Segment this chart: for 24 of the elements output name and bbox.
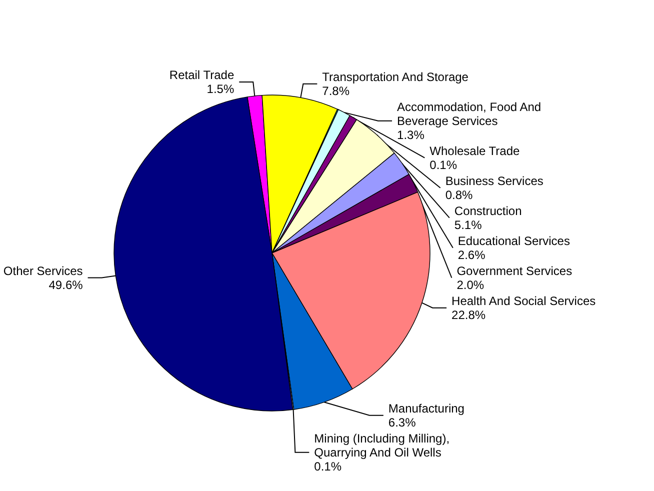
slice-label: Educational Services bbox=[458, 234, 570, 248]
data-label: 2.6% bbox=[458, 248, 486, 262]
slice-label: Retail Trade bbox=[169, 68, 234, 82]
data-label: 0.1% bbox=[430, 158, 458, 172]
data-label: 7.8% bbox=[322, 84, 350, 98]
slice-label: Mining (Including Milling), Quarrying And Oil Wells bbox=[314, 431, 450, 460]
slice-label: Health And Social Services bbox=[452, 294, 596, 308]
slice-label: Business Services bbox=[445, 174, 544, 188]
slice-label: Transportation And Storage bbox=[322, 70, 469, 84]
slice-label: Wholesale Trade bbox=[430, 144, 520, 158]
slice-label: Government Services bbox=[456, 264, 572, 278]
slice-label: Accommodation, Food And Beverage Services bbox=[397, 100, 542, 128]
data-label: 1.3% bbox=[397, 128, 425, 142]
data-label: 1.5% bbox=[206, 82, 234, 96]
data-label: 49.6% bbox=[48, 278, 84, 292]
data-label: 2.0% bbox=[456, 278, 484, 292]
slice-label: Other Services bbox=[3, 264, 83, 278]
data-label: 5.1% bbox=[454, 218, 482, 232]
data-label: 0.8% bbox=[445, 188, 474, 202]
data-label: 22.8% bbox=[452, 308, 486, 322]
data-label: 0.1% bbox=[314, 459, 342, 474]
data-label: 6.3% bbox=[388, 415, 416, 430]
slice-label: Construction bbox=[454, 204, 522, 218]
slice-label: Manufacturing bbox=[388, 401, 464, 416]
